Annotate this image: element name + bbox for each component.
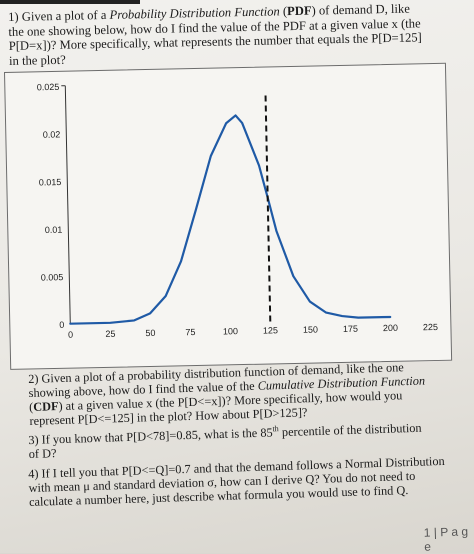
x-tick-label-7: 175: [343, 324, 358, 334]
pdf-plot-figure: 0 0.005 0.01 0.015 0.02 0.025 0 25 50 75 100 125 150…: [4, 63, 452, 370]
y-tick-label-3: 0.015: [39, 177, 62, 187]
x-tick-label-5: 125: [263, 325, 278, 335]
page-number: 1 | P a g e: [424, 524, 474, 554]
x-tick-label-4: 100: [223, 326, 238, 336]
x-tick-label-6: 150: [303, 324, 318, 334]
q2-abbrev-cdf: CDF: [33, 399, 59, 414]
x-tick-label-2: 50: [145, 328, 155, 338]
y-tick-label-2: 0.01: [45, 225, 63, 235]
y-tick-label-1: 0.005: [41, 272, 64, 282]
q3-text-a: 3) If you know that P[D<78]=0.85, what i…: [28, 425, 273, 447]
y-tick-label-0: 0: [59, 320, 64, 330]
x-tick-label-0: 0: [68, 330, 73, 340]
q1-abbrev-pdf: PDF: [287, 4, 312, 19]
question-1: 1) Given a plot of a Probability Distrib…: [8, 1, 429, 68]
x-tick-label-9: 225: [423, 322, 438, 332]
pdf-curve-line: [66, 112, 390, 323]
pdf-chart: 0 0.005 0.01 0.015 0.02 0.025 0 25 50 75 100 125 150…: [5, 64, 451, 369]
header-rule: [0, 0, 140, 4]
q1-text-a: 1) Given a plot of a: [8, 8, 110, 24]
y-tick-label-4: 0.02: [43, 129, 61, 139]
x-tick-label-3: 75: [185, 327, 195, 337]
y-tick-label-5: 0.025: [37, 82, 60, 92]
y-axis-line: [65, 86, 70, 324]
x-tick-label-8: 200: [383, 323, 398, 333]
x-tick-label-1: 25: [105, 329, 115, 339]
